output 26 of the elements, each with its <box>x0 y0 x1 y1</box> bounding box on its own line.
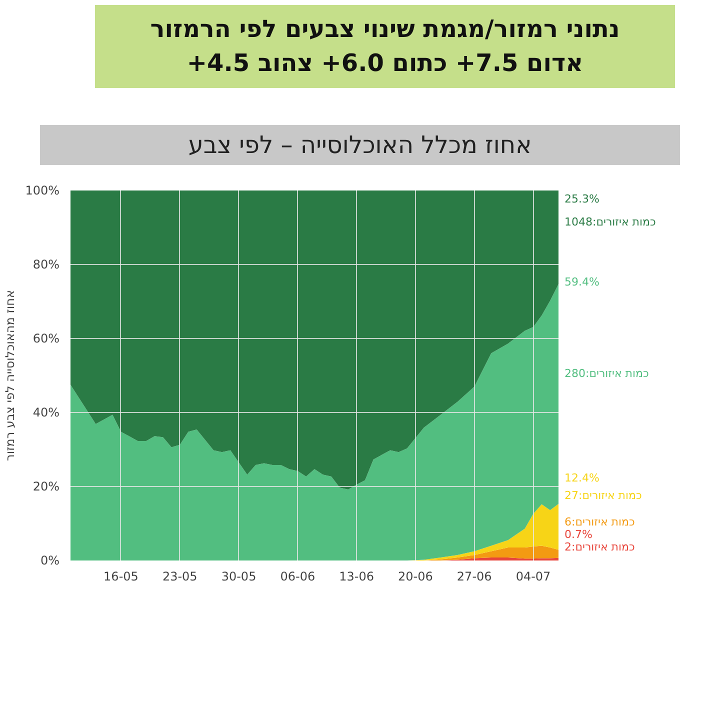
annotation: כמות איזורים:1048 <box>564 215 656 228</box>
x-tick-label: 13-06 <box>339 570 374 584</box>
data-label: 25.3% <box>564 192 600 206</box>
annotation: כמות איזורים:27 <box>564 489 642 502</box>
annotation: כמות איזורים:280 <box>564 367 649 380</box>
data-label: 0.7% <box>564 528 592 542</box>
x-tick-label: 06-06 <box>280 570 316 584</box>
x-tick-label: 30-05 <box>221 570 256 584</box>
x-tick-label: 04-07 <box>516 570 551 584</box>
y-tick-label: 40% <box>32 406 60 420</box>
x-tick-label: 27-06 <box>456 570 492 584</box>
y-tick-label: 20% <box>32 480 60 494</box>
y-tick-label: 60% <box>32 332 60 346</box>
x-tick-label: 16-05 <box>104 570 138 584</box>
y-tick-label: 100% <box>25 184 60 198</box>
annotation: כמות איזורים:6 <box>564 516 635 529</box>
y-axis-title: אחוז מהאוכלוסייה לפי צבע רמזור <box>3 290 18 461</box>
chart-title: נתוני רמזור/מגמת שינוי צבעים לפי הרמזור אדום 7.5+ כתום 6.0+ צהוב 4.5+ <box>95 5 675 88</box>
y-tick-label: 0% <box>40 554 60 568</box>
annotation: כמות איזורים:2 <box>564 540 635 554</box>
x-tick-label: 23-05 <box>162 570 198 584</box>
chart-subtitle: אחוז מכלל האוכלוסייה – לפי צבע <box>40 125 680 166</box>
x-tick-label: 20-06 <box>398 570 433 584</box>
data-label: 12.4% <box>564 472 600 485</box>
y-tick-label: 80% <box>32 258 60 272</box>
data-label: 59.4% <box>564 276 600 289</box>
